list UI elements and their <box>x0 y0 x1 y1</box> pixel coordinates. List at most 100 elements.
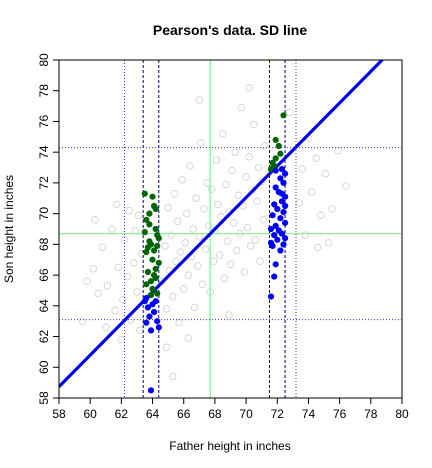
y-tick-label: 80 <box>37 53 51 67</box>
data-point-green <box>152 265 159 273</box>
data-point-background <box>317 211 325 219</box>
data-point-green <box>149 193 156 200</box>
x-tick-label: 66 <box>177 407 191 421</box>
data-point-background <box>209 257 218 266</box>
data-point-background <box>259 216 267 224</box>
data-point-blue <box>280 209 287 216</box>
data-point-background <box>179 285 188 293</box>
data-point-blue <box>277 247 284 254</box>
y-tick-label: 70 <box>37 207 51 221</box>
data-point-green <box>147 292 155 299</box>
x-tick-label: 78 <box>364 407 378 421</box>
data-point-background <box>103 282 112 290</box>
data-point-green <box>144 268 151 276</box>
data-point-background <box>98 243 107 252</box>
data-point-green <box>143 216 150 223</box>
data-point-background <box>102 323 110 332</box>
data-point-green <box>152 205 159 213</box>
data-point-background <box>261 142 269 150</box>
x-tick-label: 58 <box>52 407 66 421</box>
data-point-blue <box>267 225 275 233</box>
data-point-background <box>94 289 102 298</box>
data-point-blue <box>278 198 286 205</box>
data-point-background <box>312 154 321 163</box>
data-point-background <box>136 326 144 335</box>
y-axis-label: Son height in inches <box>2 175 16 283</box>
data-point-background <box>117 335 126 344</box>
data-point-background <box>298 165 306 173</box>
y-tick-label: 72 <box>37 176 51 190</box>
data-point-background <box>204 222 213 230</box>
data-point-background <box>245 83 253 92</box>
data-point-green <box>275 142 282 150</box>
data-point-background <box>195 96 204 104</box>
data-point-background <box>161 242 169 250</box>
data-point-background <box>195 232 204 241</box>
data-point-green <box>149 256 156 263</box>
x-tick-label: 76 <box>333 407 347 421</box>
data-point-background <box>242 173 250 181</box>
data-point-background <box>173 217 182 226</box>
data-point-background <box>169 292 177 301</box>
data-point-background <box>295 199 303 207</box>
data-point-green <box>154 242 161 249</box>
data-point-background <box>184 334 193 342</box>
y-tick-label: 60 <box>37 360 51 374</box>
data-point-green <box>143 281 150 288</box>
data-point-green <box>280 112 287 119</box>
y-tick-label: 78 <box>37 84 51 98</box>
data-point-blue <box>154 318 161 325</box>
data-point-background <box>324 239 333 247</box>
data-point-background <box>78 317 87 325</box>
data-point-blue <box>278 190 286 197</box>
data-point-background <box>112 200 121 209</box>
plot-area <box>59 60 402 398</box>
data-point-background <box>169 372 177 381</box>
data-point-green <box>154 290 161 297</box>
data-point-blue <box>277 215 284 222</box>
data-point-background <box>178 176 186 184</box>
y-tick-label: 66 <box>37 268 51 282</box>
data-point-background <box>215 251 224 259</box>
data-point-background <box>186 162 194 170</box>
data-point-background <box>181 239 190 247</box>
data-point-blue <box>278 166 286 173</box>
data-point-background <box>248 186 257 195</box>
data-point-blue <box>144 304 151 311</box>
data-point-blue <box>272 222 279 229</box>
data-point-blue <box>272 167 279 174</box>
data-point-background <box>314 243 322 252</box>
data-point-background <box>240 268 249 276</box>
data-point-background <box>200 205 208 213</box>
data-point-blue <box>271 232 278 239</box>
data-point-blue <box>274 205 281 213</box>
data-point-green <box>155 235 162 242</box>
data-point-green <box>147 241 155 248</box>
data-point-background <box>334 146 342 155</box>
data-point-background <box>114 263 122 272</box>
data-point-green <box>146 221 153 228</box>
data-point-background <box>133 288 141 296</box>
data-point-blue <box>282 219 289 226</box>
x-tick-label: 68 <box>208 407 222 421</box>
data-point-green <box>149 285 156 293</box>
data-point-background <box>226 260 235 269</box>
data-point-background <box>250 120 258 129</box>
x-tick-label: 80 <box>395 407 409 421</box>
data-point-blue <box>267 293 275 300</box>
chart-title: Pearson's data. SD line <box>153 22 307 38</box>
data-point-background <box>108 225 116 233</box>
data-point-background <box>285 108 294 116</box>
data-point-green <box>152 225 159 233</box>
data-point-blue <box>280 179 287 186</box>
data-point-background <box>203 179 211 187</box>
data-point-background <box>218 129 227 138</box>
data-point-background <box>189 225 197 233</box>
data-point-green <box>272 155 279 162</box>
axes: 58 60 62 64 66 68 70 72 74 76 78 80 58 60 62 64 66 68 70 72… <box>37 53 409 421</box>
data-point-background <box>217 212 225 221</box>
data-point-green <box>272 136 279 143</box>
data-point-green <box>146 210 153 217</box>
data-point-blue <box>151 308 158 316</box>
